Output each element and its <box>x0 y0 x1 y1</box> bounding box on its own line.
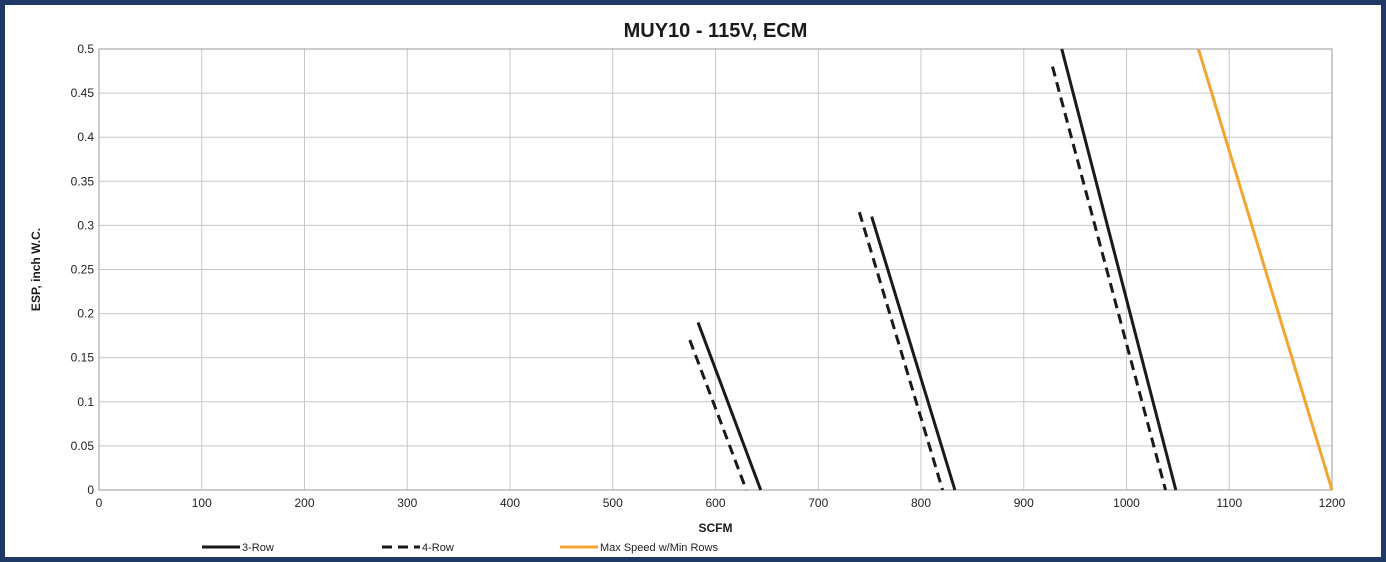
x-tick-label: 400 <box>500 496 520 510</box>
x-tick-label: 300 <box>397 496 417 510</box>
plot-border <box>98 48 1333 491</box>
x-axis-label: SCFM <box>699 521 733 535</box>
y-tick-label: 0.25 <box>71 263 95 277</box>
y-tick-label: 0.1 <box>77 395 94 409</box>
y-tick-label: 0.4 <box>77 130 94 144</box>
chart-title: MUY10 - 115V, ECM <box>624 20 808 42</box>
x-tick-label: 200 <box>294 496 314 510</box>
tick-labels: 0 100 200 300 400 500 600 700 800 900 1000 1100 1200… <box>71 42 1346 510</box>
y-tick-label: 0.35 <box>71 174 95 188</box>
y-tick-label: 0.45 <box>71 86 95 100</box>
y-axis-label: ESP, inch W.C. <box>29 228 43 311</box>
grid <box>98 48 1333 491</box>
series-line-3-row <box>870 216 957 491</box>
series-line-4-row <box>1051 66 1167 491</box>
y-tick-label: 0.05 <box>71 439 95 453</box>
legend-label: Max Speed w/Min Rows <box>600 542 718 554</box>
x-tick-label: 600 <box>705 496 725 510</box>
y-tick-label: 0.5 <box>77 42 94 56</box>
y-tick-label: 0 <box>87 483 94 497</box>
legend-label: 4-Row <box>422 542 454 554</box>
legend-label: 3-Row <box>242 542 274 554</box>
y-tick-label: 0.15 <box>71 351 95 365</box>
x-tick-label: 0 <box>96 496 103 510</box>
x-tick-label: 1000 <box>1113 496 1140 510</box>
series-line-3-row <box>696 321 763 491</box>
legend: 3-Row 4-Row Max Speed w/Min Rows <box>202 542 718 554</box>
x-tick-label: 1100 <box>1216 496 1242 510</box>
series-line-max-speed-w-min-rows <box>1196 48 1334 491</box>
x-tick-label: 100 <box>192 496 212 510</box>
x-tick-label: 800 <box>911 496 931 510</box>
esp-vs-scfm-chart: MUY10 - 115V, ECM 0 100 200 300 400 500 600 700… <box>29 20 1346 554</box>
x-tick-label: 700 <box>808 496 828 510</box>
x-tick-label: 900 <box>1014 496 1034 510</box>
y-tick-label: 0.2 <box>77 307 94 321</box>
y-tick-label: 0.3 <box>77 218 94 232</box>
series-line-3-row <box>1060 48 1178 491</box>
x-tick-label: 500 <box>603 496 623 510</box>
series-line-4-row <box>857 211 945 491</box>
x-tick-label: 1200 <box>1319 496 1346 510</box>
series-line-4-row <box>688 339 748 491</box>
series-lines <box>688 48 1334 491</box>
